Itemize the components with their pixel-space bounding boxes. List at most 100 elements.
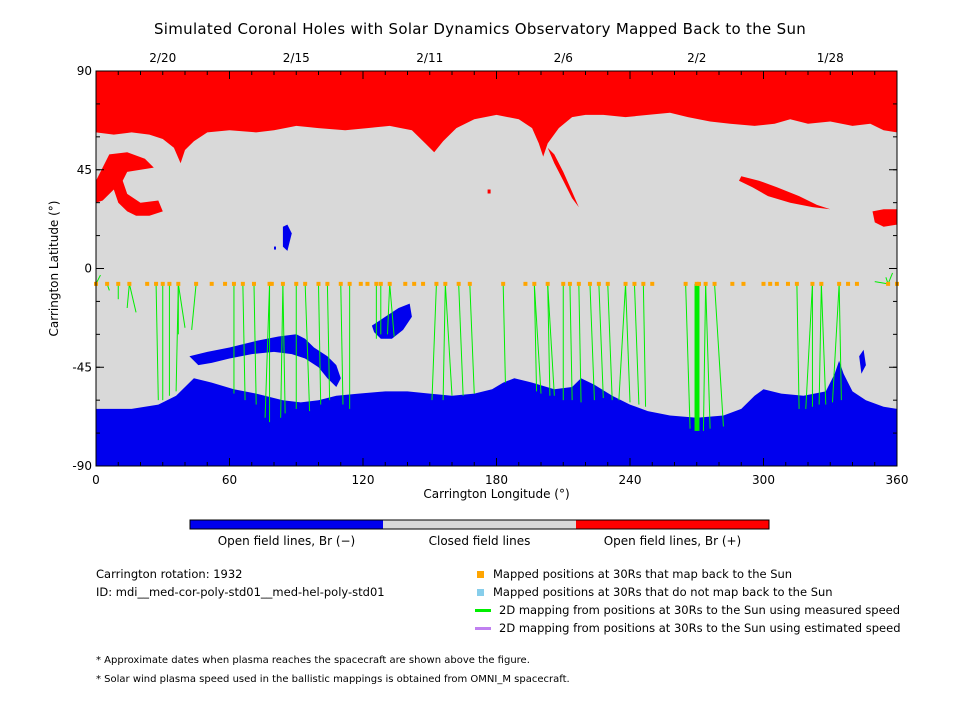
mapped-point [683, 281, 688, 286]
legend-unmapped: Mapped positions at 30Rs that do not map… [475, 584, 833, 600]
mapped-point [696, 281, 701, 286]
colorbar-frame [189, 519, 770, 530]
mapped-point [280, 281, 285, 286]
mapping-line [533, 283, 538, 392]
mapping-line [128, 283, 137, 313]
mapped-point [251, 281, 256, 286]
mapping-line [702, 283, 707, 431]
mapping-line [191, 283, 197, 330]
y-axis-label: Carrington Latitude (°) [47, 201, 61, 337]
mapped-point [567, 281, 572, 286]
mapped-point [378, 281, 383, 286]
mapping-line [818, 283, 822, 405]
top-date-label: 2/15 [283, 51, 310, 65]
top-date-label: 2/20 [149, 51, 176, 65]
mapping-line [805, 283, 813, 409]
mapping-line-bundle [694, 283, 699, 431]
open-field-positive-speck [487, 189, 491, 194]
mapped-point [421, 281, 426, 286]
mapping-line [304, 283, 311, 412]
mapped-point [127, 281, 132, 286]
legend-mapped-label: Mapped positions at 30Rs that map back t… [493, 567, 793, 581]
mapping-line [282, 283, 286, 414]
mapped-point [365, 281, 370, 286]
mapped-point [209, 281, 214, 286]
mapping-line [264, 283, 271, 418]
mapping-line [469, 283, 475, 394]
mapped-point [434, 281, 439, 286]
mapped-point [794, 281, 799, 286]
mapped-point [703, 281, 708, 286]
mapping-line [831, 283, 840, 403]
top-date-label: 1/28 [817, 51, 844, 65]
mapping-line [126, 283, 130, 309]
mapped-point [576, 281, 581, 286]
mapping-line [444, 283, 453, 396]
colorbar-label-closed: Closed field lines [428, 534, 531, 548]
mapped-point [810, 281, 815, 286]
mapping-line [705, 283, 711, 429]
model-id: ID: mdi__med-cor-poly-std01__med-hel-pol… [96, 585, 385, 599]
x-tick-label: 240 [619, 473, 642, 487]
y-tick-label: 90 [77, 64, 92, 78]
mapped-point [730, 281, 735, 286]
mapping-line [386, 283, 391, 335]
chart-title: Simulated Coronal Holes with Solar Dynam… [153, 20, 807, 38]
mapped-point [294, 281, 299, 286]
mapping-line [618, 283, 627, 401]
mapping-line [502, 283, 506, 383]
x-tick-label: 0 [92, 473, 100, 487]
mapping-line [578, 283, 582, 403]
mapping-line [547, 283, 551, 396]
mapped-point [231, 281, 236, 286]
y-tick-label: 0 [84, 262, 92, 276]
mapped-point [854, 281, 859, 286]
top-date-label: 2/6 [554, 51, 573, 65]
x-tick-label: 60 [222, 473, 237, 487]
mapped-point [694, 281, 699, 286]
legend-measured-label: 2D mapping from positions at 30Rs to the… [499, 603, 901, 617]
mapped-point [605, 281, 610, 286]
mapped-point [316, 281, 321, 286]
mapped-point [561, 281, 566, 286]
open-field-positive-east [872, 209, 897, 227]
mapped-point [303, 281, 308, 286]
mapped-point [347, 281, 352, 286]
mapping-line [685, 283, 691, 429]
mapped-point [545, 281, 550, 286]
colorbar-label-positive: Open field lines, Br (+) [603, 534, 742, 548]
colorbar-label-negative: Open field lines, Br (−) [217, 534, 356, 548]
colorbar-positive [576, 520, 769, 529]
mapped-point [116, 281, 121, 286]
mapping-line [796, 283, 800, 409]
mapped-point [596, 281, 601, 286]
top-date-label: 2/11 [416, 51, 443, 65]
x-axis-label: Carrington Longitude (°) [423, 487, 569, 501]
open-field-negative-speck-2 [274, 246, 276, 250]
mapped-point [741, 281, 746, 286]
mapping-line [442, 283, 446, 401]
mapped-point [145, 281, 150, 286]
mapped-point [501, 281, 506, 286]
mapping-line [340, 283, 344, 405]
mapped-point [523, 281, 528, 286]
mapped-point [587, 281, 592, 286]
colorbar-negative [190, 520, 383, 529]
y-tick-label: 45 [77, 163, 92, 177]
mapping-line [318, 283, 322, 405]
mapped-point [160, 281, 165, 286]
mapping-line [838, 283, 842, 401]
mapped-point [412, 281, 417, 286]
mapping-line [625, 283, 631, 403]
orange-square-icon [477, 570, 484, 578]
mapped-point [194, 281, 199, 286]
mapping-line [589, 283, 595, 401]
mapping-line [177, 283, 186, 328]
mapping-line [820, 283, 827, 405]
colorbar-closed [383, 520, 576, 529]
mapping-line [431, 283, 437, 401]
mapped-point [761, 281, 766, 286]
legend-estimated-label: 2D mapping from positions at 30Rs to the… [499, 621, 901, 635]
open-field-negative-patch [371, 303, 412, 339]
mapped-point [819, 281, 824, 286]
